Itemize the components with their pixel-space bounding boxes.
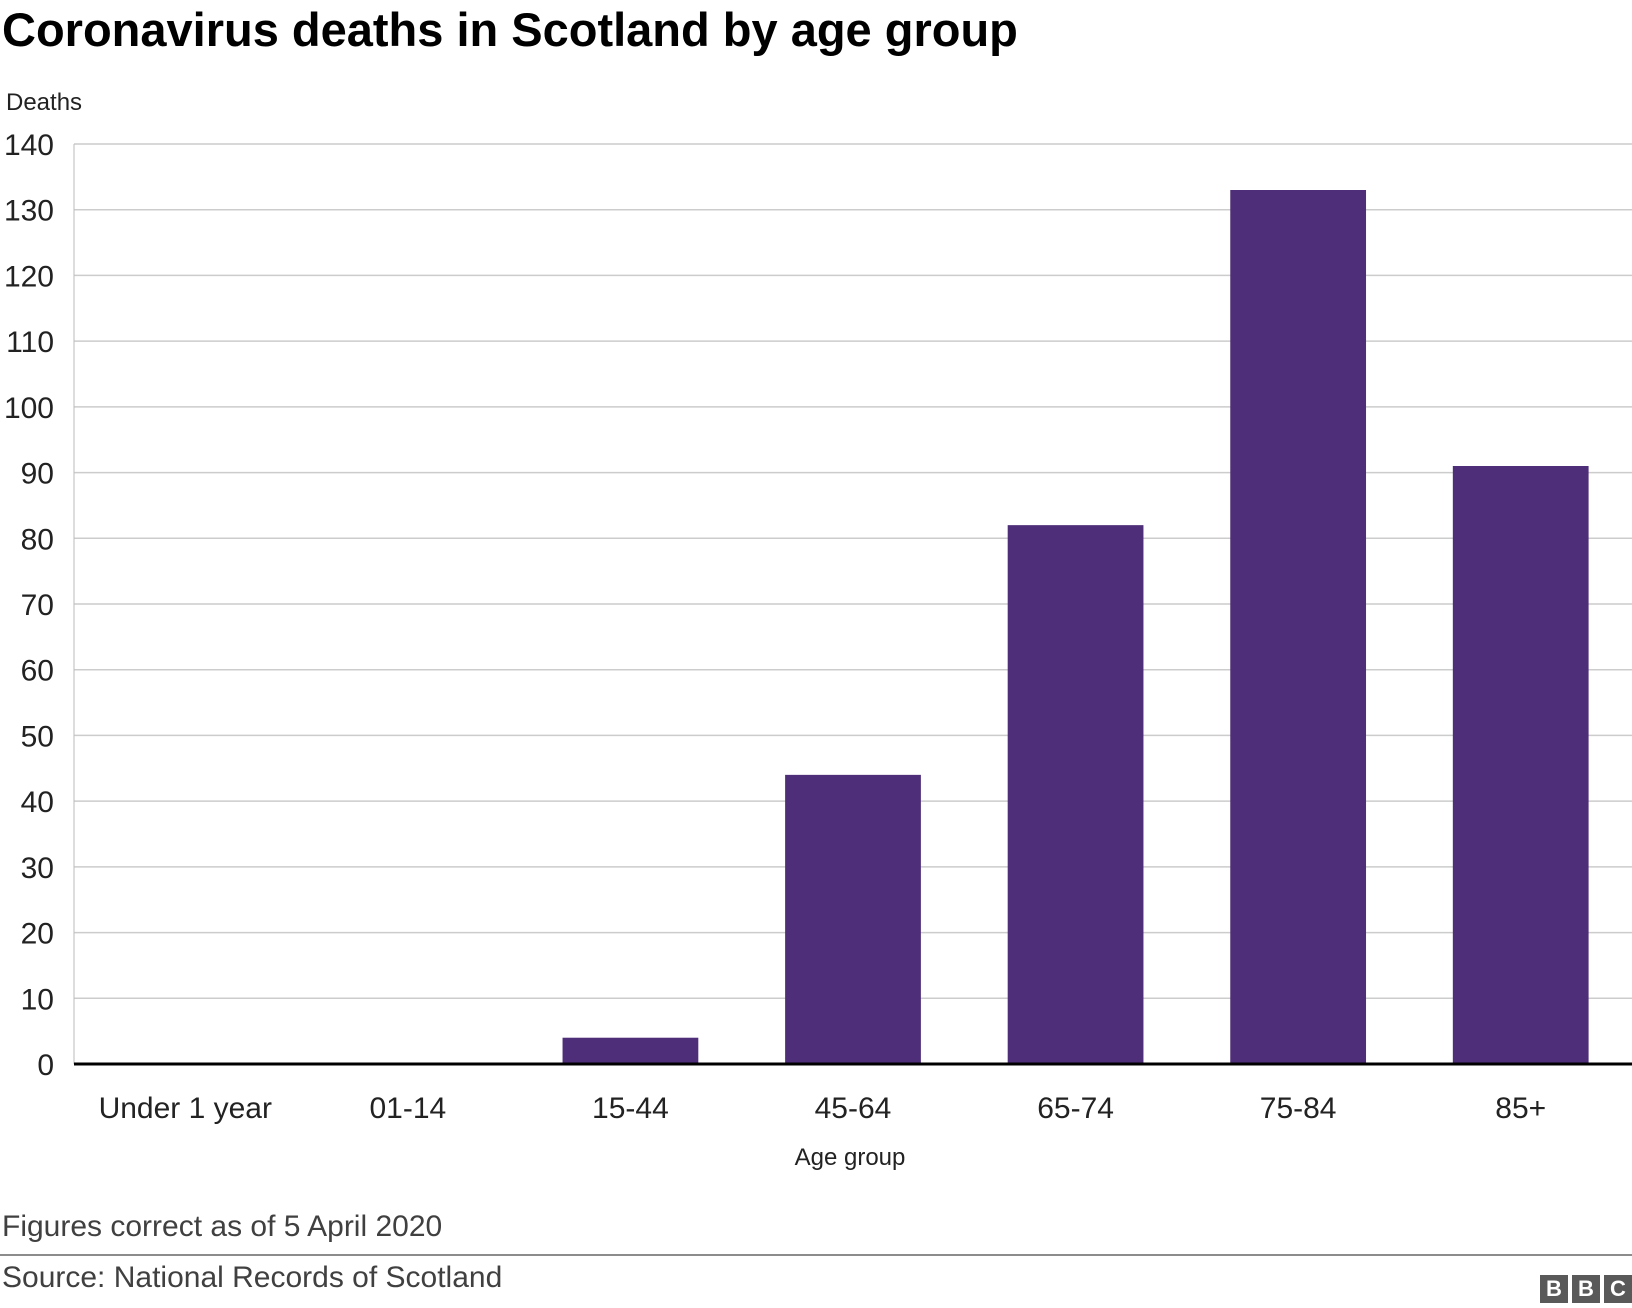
x-tick-label: 45-64 bbox=[815, 1092, 892, 1125]
logo-letter: B bbox=[1572, 1275, 1600, 1303]
bar bbox=[1230, 190, 1367, 1064]
y-tick-label: 70 bbox=[21, 589, 54, 622]
y-tick-label: 40 bbox=[21, 786, 54, 819]
bbc-logo: B B C bbox=[1540, 1275, 1632, 1303]
x-tick-label: 75-84 bbox=[1260, 1092, 1337, 1125]
bars bbox=[562, 190, 1589, 1064]
y-tick-label: 140 bbox=[4, 129, 54, 162]
bar bbox=[1452, 466, 1589, 1064]
bar bbox=[785, 774, 921, 1064]
y-tick-label: 110 bbox=[6, 326, 54, 359]
x-tick-label: 15-44 bbox=[592, 1092, 669, 1125]
y-tick-label: 80 bbox=[21, 523, 54, 556]
y-tick-labels: 0 10 20 30 40 50 60 70 80 90 100 110 120 130 140 bbox=[4, 129, 54, 1082]
y-tick-label: 120 bbox=[4, 260, 54, 293]
y-tick-label: 20 bbox=[21, 918, 54, 951]
y-axis-title: Deaths bbox=[6, 89, 82, 116]
bar bbox=[1007, 525, 1144, 1064]
x-tick-labels: Under 1 year 01-14 15-44 45-64 65-74 75-84 85+ bbox=[99, 1092, 1547, 1125]
y-tick-label: 30 bbox=[21, 852, 54, 885]
bar-chart: 0 10 20 30 40 50 60 70 80 90 100 110 120 130 140 Under… bbox=[4, 89, 1632, 1171]
y-tick-label: 100 bbox=[4, 392, 54, 425]
footer-divider bbox=[0, 1254, 1632, 1256]
chart-title: Coronavirus deaths in Scotland by age gr… bbox=[2, 3, 1018, 56]
x-axis-title: Age group bbox=[795, 1144, 906, 1171]
logo-letter: C bbox=[1604, 1275, 1632, 1303]
x-tick-label: 85+ bbox=[1495, 1092, 1546, 1125]
y-tick-label: 90 bbox=[21, 458, 54, 491]
bar bbox=[562, 1037, 699, 1064]
y-tick-label: 50 bbox=[21, 720, 54, 753]
source-text: Source: National Records of Scotland bbox=[2, 1261, 503, 1294]
x-tick-label: 01-14 bbox=[369, 1092, 446, 1125]
x-tick-label: 65-74 bbox=[1037, 1092, 1114, 1125]
y-tick-label: 0 bbox=[37, 1049, 54, 1082]
y-tick-label: 10 bbox=[21, 983, 54, 1016]
figures-note: Figures correct as of 5 April 2020 bbox=[2, 1210, 443, 1243]
y-tick-label: 60 bbox=[21, 655, 54, 688]
logo-letter: B bbox=[1540, 1275, 1568, 1303]
x-tick-label: Under 1 year bbox=[99, 1092, 272, 1125]
y-tick-label: 130 bbox=[4, 195, 54, 228]
